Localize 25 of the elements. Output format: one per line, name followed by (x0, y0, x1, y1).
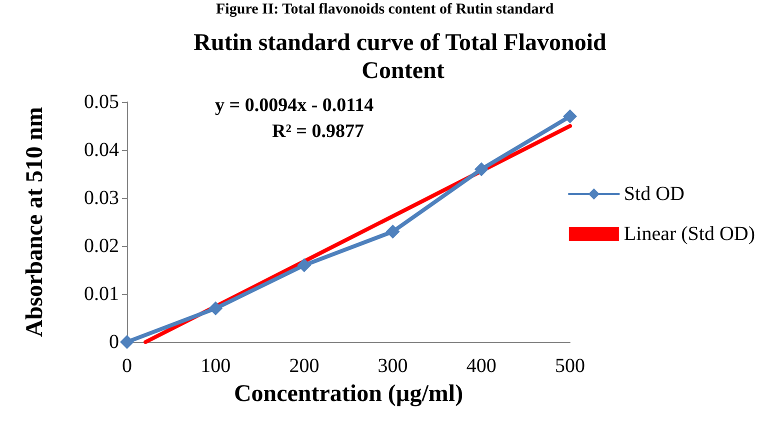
chart-title: Rutin standard curve of Total Flavonoid Content (194, 30, 608, 84)
point (386, 224, 400, 239)
x-tick-label: 400 (466, 355, 496, 377)
point (120, 335, 134, 349)
y-tick-label: 0 (109, 331, 119, 353)
point (474, 162, 488, 176)
x-tick-label: 100 (200, 355, 231, 377)
annotation: y = 0.0094x - 0.0114 (215, 95, 374, 116)
legend-label: Std OD (624, 183, 685, 205)
x-axis-title: Concentration (µg/ml) (234, 381, 464, 407)
y-tick-label: 0.02 (84, 235, 119, 257)
x-tick-label: 200 (289, 355, 320, 377)
y-tick-label: 0.03 (84, 187, 119, 209)
y-tick-label: 0.05 (84, 91, 119, 113)
point (297, 258, 312, 272)
point (208, 301, 223, 316)
y-tick-label: 0.04 (84, 139, 119, 161)
annotation: R² = 0.9877 (272, 121, 364, 142)
x-tick-label: 300 (378, 355, 408, 377)
y-tick-label: 0.01 (84, 283, 119, 305)
legend-label: Linear (Std OD) (624, 223, 756, 245)
text: Figure II: Total flavonoids content of Rutin standard (216, 2, 554, 18)
y-axis-title: Absorbance at 510 nm (22, 106, 48, 338)
x-tick-label: 500 (555, 355, 585, 377)
point (563, 109, 577, 124)
